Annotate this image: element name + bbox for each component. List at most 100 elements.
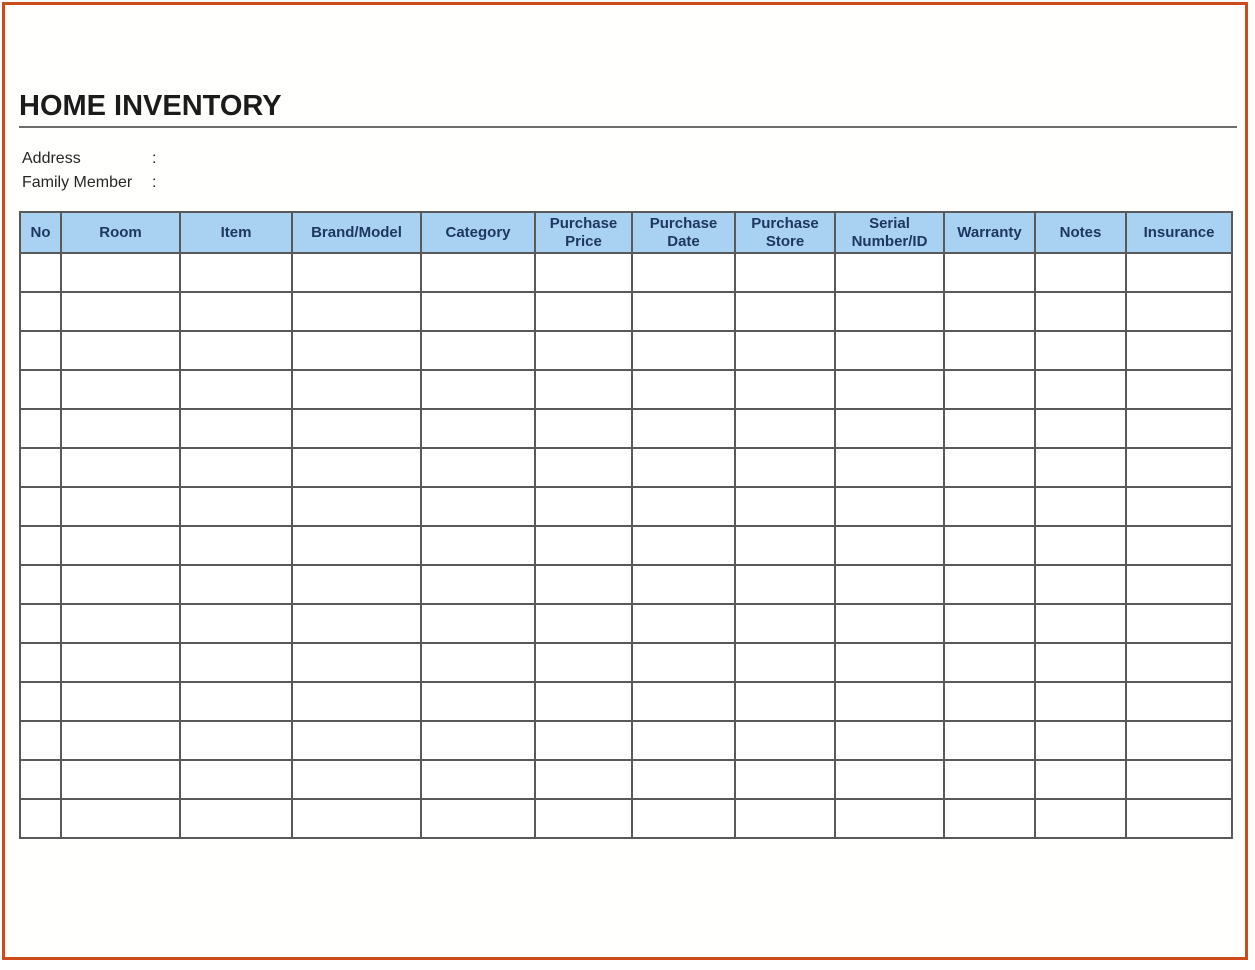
table-cell[interactable] bbox=[60, 642, 181, 683]
table-cell[interactable] bbox=[179, 408, 293, 449]
table-cell[interactable] bbox=[60, 564, 181, 605]
table-cell[interactable] bbox=[291, 603, 422, 644]
table-cell[interactable] bbox=[420, 252, 536, 293]
table-cell[interactable] bbox=[734, 252, 836, 293]
table-cell[interactable] bbox=[534, 720, 633, 761]
table-cell[interactable] bbox=[291, 291, 422, 332]
table-cell[interactable] bbox=[734, 720, 836, 761]
table-cell[interactable] bbox=[734, 681, 836, 722]
table-cell[interactable] bbox=[631, 252, 736, 293]
table-cell[interactable] bbox=[19, 759, 62, 800]
table-cell[interactable] bbox=[1125, 408, 1233, 449]
table-cell[interactable] bbox=[834, 720, 945, 761]
table-cell[interactable] bbox=[1034, 603, 1127, 644]
table-cell[interactable] bbox=[19, 798, 62, 839]
table-cell[interactable] bbox=[834, 642, 945, 683]
table-cell[interactable] bbox=[1034, 447, 1127, 488]
table-cell[interactable] bbox=[60, 447, 181, 488]
table-cell[interactable] bbox=[19, 525, 62, 566]
table-cell[interactable] bbox=[291, 369, 422, 410]
table-cell[interactable] bbox=[60, 759, 181, 800]
table-cell[interactable] bbox=[420, 798, 536, 839]
table-cell[interactable] bbox=[734, 759, 836, 800]
table-cell[interactable] bbox=[420, 330, 536, 371]
table-cell[interactable] bbox=[631, 564, 736, 605]
table-cell[interactable] bbox=[734, 603, 836, 644]
table-cell[interactable] bbox=[291, 642, 422, 683]
table-cell[interactable] bbox=[734, 564, 836, 605]
table-cell[interactable] bbox=[179, 369, 293, 410]
table-cell[interactable] bbox=[60, 252, 181, 293]
table-cell[interactable] bbox=[534, 369, 633, 410]
table-cell[interactable] bbox=[834, 408, 945, 449]
table-cell[interactable] bbox=[734, 798, 836, 839]
table-cell[interactable] bbox=[1034, 642, 1127, 683]
table-cell[interactable] bbox=[631, 330, 736, 371]
table-cell[interactable] bbox=[420, 447, 536, 488]
table-cell[interactable] bbox=[834, 564, 945, 605]
table-cell[interactable] bbox=[179, 447, 293, 488]
table-cell[interactable] bbox=[834, 486, 945, 527]
table-cell[interactable] bbox=[60, 603, 181, 644]
table-cell[interactable] bbox=[734, 408, 836, 449]
table-cell[interactable] bbox=[834, 369, 945, 410]
table-cell[interactable] bbox=[943, 798, 1036, 839]
table-cell[interactable] bbox=[1125, 798, 1233, 839]
table-cell[interactable] bbox=[19, 291, 62, 332]
table-cell[interactable] bbox=[291, 330, 422, 371]
table-cell[interactable] bbox=[943, 759, 1036, 800]
table-cell[interactable] bbox=[834, 330, 945, 371]
table-cell[interactable] bbox=[19, 642, 62, 683]
table-cell[interactable] bbox=[19, 447, 62, 488]
table-cell[interactable] bbox=[631, 486, 736, 527]
table-cell[interactable] bbox=[943, 603, 1036, 644]
table-cell[interactable] bbox=[291, 447, 422, 488]
table-cell[interactable] bbox=[19, 603, 62, 644]
table-cell[interactable] bbox=[834, 252, 945, 293]
table-cell[interactable] bbox=[943, 486, 1036, 527]
table-cell[interactable] bbox=[420, 681, 536, 722]
table-cell[interactable] bbox=[420, 564, 536, 605]
table-cell[interactable] bbox=[179, 564, 293, 605]
table-cell[interactable] bbox=[60, 681, 181, 722]
table-cell[interactable] bbox=[60, 291, 181, 332]
table-cell[interactable] bbox=[943, 330, 1036, 371]
table-cell[interactable] bbox=[834, 603, 945, 644]
table-cell[interactable] bbox=[534, 759, 633, 800]
table-cell[interactable] bbox=[420, 291, 536, 332]
table-cell[interactable] bbox=[534, 486, 633, 527]
table-cell[interactable] bbox=[734, 291, 836, 332]
table-cell[interactable] bbox=[834, 798, 945, 839]
table-cell[interactable] bbox=[19, 408, 62, 449]
table-cell[interactable] bbox=[631, 759, 736, 800]
table-cell[interactable] bbox=[943, 642, 1036, 683]
table-cell[interactable] bbox=[420, 759, 536, 800]
table-cell[interactable] bbox=[834, 447, 945, 488]
table-cell[interactable] bbox=[179, 486, 293, 527]
table-cell[interactable] bbox=[534, 681, 633, 722]
table-cell[interactable] bbox=[631, 681, 736, 722]
table-cell[interactable] bbox=[19, 330, 62, 371]
table-cell[interactable] bbox=[60, 408, 181, 449]
table-cell[interactable] bbox=[734, 642, 836, 683]
table-cell[interactable] bbox=[1125, 330, 1233, 371]
table-cell[interactable] bbox=[1034, 486, 1127, 527]
table-cell[interactable] bbox=[1125, 252, 1233, 293]
table-cell[interactable] bbox=[1125, 447, 1233, 488]
table-cell[interactable] bbox=[420, 486, 536, 527]
table-cell[interactable] bbox=[1125, 642, 1233, 683]
table-cell[interactable] bbox=[943, 564, 1036, 605]
table-cell[interactable] bbox=[534, 330, 633, 371]
table-cell[interactable] bbox=[834, 759, 945, 800]
family-member-value[interactable] bbox=[166, 171, 386, 195]
table-cell[interactable] bbox=[1034, 369, 1127, 410]
table-cell[interactable] bbox=[943, 252, 1036, 293]
table-cell[interactable] bbox=[1034, 330, 1127, 371]
table-cell[interactable] bbox=[1125, 564, 1233, 605]
table-cell[interactable] bbox=[420, 369, 536, 410]
table-cell[interactable] bbox=[60, 720, 181, 761]
table-cell[interactable] bbox=[19, 720, 62, 761]
table-cell[interactable] bbox=[943, 720, 1036, 761]
table-cell[interactable] bbox=[1034, 291, 1127, 332]
table-cell[interactable] bbox=[19, 369, 62, 410]
